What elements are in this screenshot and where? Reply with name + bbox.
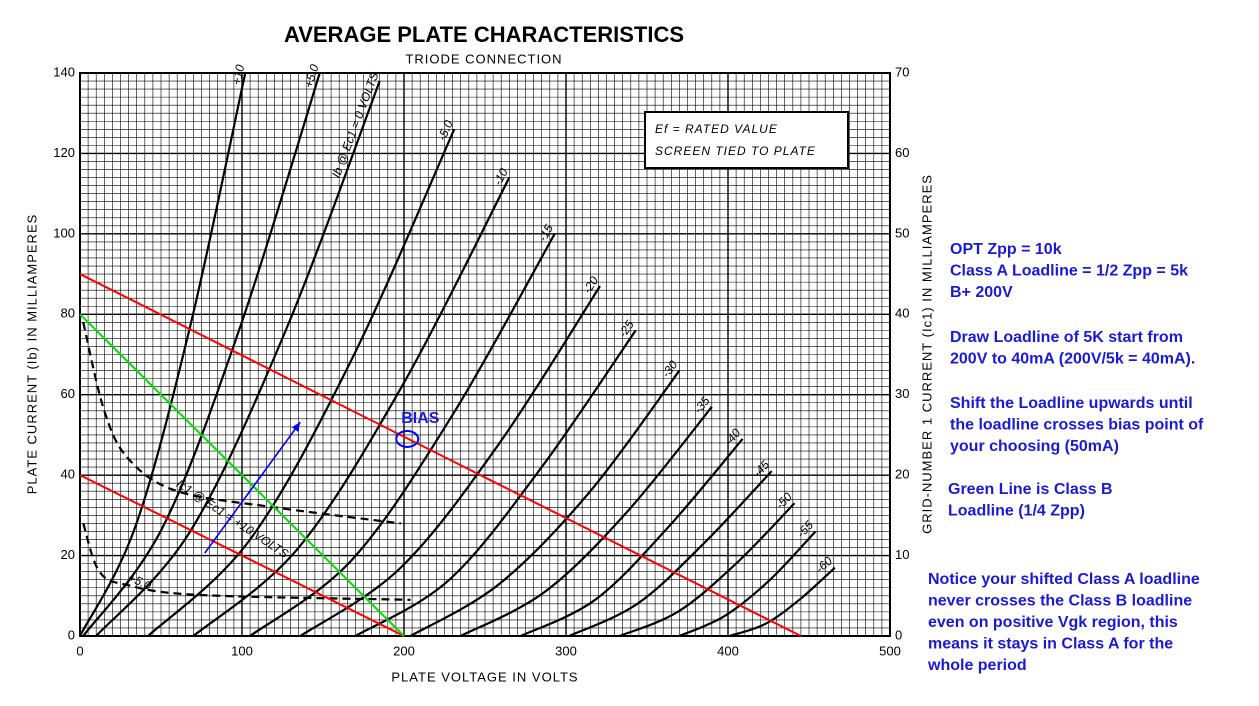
annotation: Draw Loadline of 5K start from: [950, 329, 1183, 346]
curve: [82, 523, 411, 601]
x-tick-label: 300: [555, 643, 577, 658]
curve: [619, 502, 796, 638]
bias-label: BIAS: [401, 410, 440, 427]
chart-subtitle: TRIODE CONNECTION: [405, 51, 562, 66]
plot-border: [79, 72, 891, 637]
curve-label: +5.0: [301, 62, 322, 89]
y-tick-label: 0: [68, 627, 75, 642]
curve-label: Ic1 @ Ec1 = +10 VOLTS: [174, 477, 291, 561]
curve: [460, 406, 713, 637]
y-tick-label: 60: [61, 386, 75, 401]
annotation: your choosing (50mA): [950, 438, 1119, 455]
curve: [249, 233, 556, 637]
annotation: means it stays in Class A for the: [928, 636, 1173, 653]
curve: [354, 329, 637, 637]
curve: [678, 530, 817, 638]
curve-label: -40: [721, 426, 743, 449]
curve: [409, 369, 681, 637]
curve: [568, 470, 773, 637]
curve: [82, 72, 321, 637]
y2-tick-label: 40: [895, 306, 909, 321]
annotation: never crosses the Class B loadline: [928, 593, 1192, 610]
annotation: Class A Loadline = 1/2 Zpp = 5k: [950, 263, 1188, 280]
y2-tick-label: 10: [895, 547, 909, 562]
curve-label: -45: [750, 458, 772, 480]
annotation: 200V to 40mA (200V/5k = 40mA).: [950, 351, 1195, 368]
x-tick-label: 200: [393, 643, 415, 658]
x-tick-label: 100: [231, 643, 253, 658]
note-text: SCREEN TIED TO PLATE: [655, 144, 816, 158]
note-box: [644, 111, 849, 169]
x-tick-label: 0: [76, 643, 83, 658]
load-line: [79, 273, 802, 637]
bias-marker: [395, 429, 420, 448]
annotation: whole period: [927, 657, 1027, 674]
annotation: Loadline (1/4 Zpp): [948, 503, 1085, 520]
annotation: even on positive Vgk region, this: [928, 614, 1178, 631]
x-tick-label: 400: [717, 643, 739, 658]
x-tick-label: 500: [879, 643, 901, 658]
curve-label: -35: [691, 394, 713, 417]
load-line: [79, 313, 405, 637]
curve-label: -50: [773, 490, 795, 512]
y2-tick-label: 60: [895, 145, 909, 160]
curve-label: -30: [659, 358, 681, 381]
curve: [192, 177, 511, 637]
curve: [729, 566, 836, 638]
curve-label: -15: [535, 222, 556, 244]
annotation: Green Line is Class B: [948, 481, 1113, 498]
y2-tick-label: 50: [895, 225, 909, 240]
y-tick-label: 120: [53, 145, 75, 160]
y-tick-label: 20: [61, 547, 75, 562]
y2-tick-label: 0: [895, 627, 902, 642]
curve: [299, 285, 601, 637]
arrow-head: [291, 422, 301, 432]
annotation: Notice your shifted Class A loadline: [928, 571, 1200, 588]
curve: [520, 438, 744, 637]
annotation: B+ 200V: [950, 284, 1013, 301]
annotation: OPT Zpp = 10k: [950, 241, 1062, 258]
y-tick-label: 140: [53, 64, 75, 79]
curve-label: -10: [490, 166, 511, 188]
curve-label: -60: [813, 554, 835, 576]
y2-tick-label: 70: [895, 64, 909, 79]
curve: [95, 80, 381, 637]
curve: [82, 322, 401, 525]
x-axis-label: PLATE VOLTAGE IN VOLTS: [391, 669, 578, 684]
curve: [147, 128, 456, 637]
y-tick-label: 80: [61, 306, 75, 321]
curve-label: +10: [229, 63, 247, 86]
load-line: [79, 474, 405, 637]
y2-tick-label: 20: [895, 467, 909, 482]
chart-title: AVERAGE PLATE CHARACTERISTICS: [284, 22, 684, 47]
curve-label: -55: [794, 518, 816, 540]
curve-label: -25: [615, 318, 637, 340]
y-axis-label: PLATE CURRENT (Ib) IN MILLIAMPERES: [24, 214, 39, 495]
y2-tick-label: 30: [895, 386, 909, 401]
y-tick-label: 40: [61, 467, 75, 482]
annotation: Shift the Loadline upwards until: [950, 395, 1193, 412]
annotation: the loadline crosses bias point of: [950, 417, 1204, 434]
y2-axis-label: GRID-NUMBER 1 CURRENT (Ic1) IN MILLIAMPE…: [919, 174, 934, 534]
arrow: [204, 421, 301, 554]
note-text: Ef = RATED VALUE: [655, 122, 778, 136]
y-tick-label: 100: [53, 225, 75, 240]
